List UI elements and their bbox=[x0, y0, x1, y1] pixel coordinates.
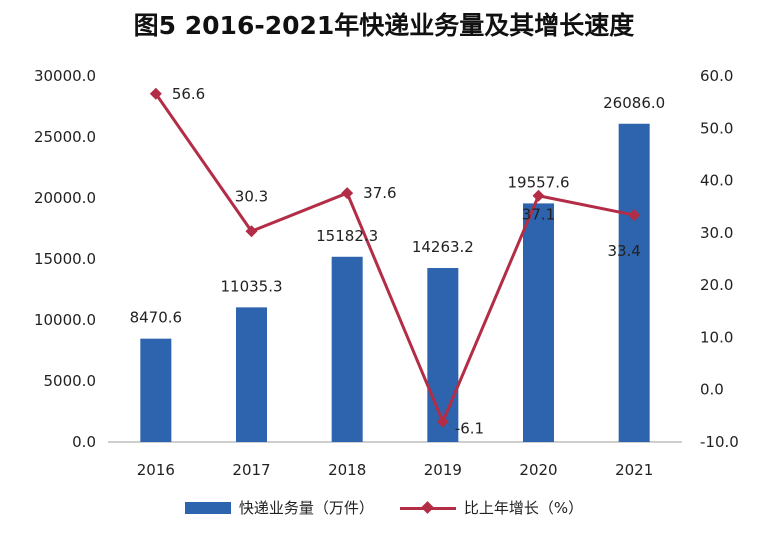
y-left-tick-label: 10000.0 bbox=[34, 311, 96, 329]
legend: 快递业务量（万件） 比上年增长（%） bbox=[0, 497, 768, 518]
chart-title: 图5 2016-2021年快递业务量及其增长速度 bbox=[133, 11, 635, 40]
line-data-label: -6.1 bbox=[455, 420, 484, 438]
y-right-tick-label: 60.0 bbox=[700, 67, 733, 85]
bar bbox=[523, 203, 554, 442]
bar bbox=[331, 256, 363, 442]
line-marker bbox=[341, 187, 354, 200]
bar-data-label: 11035.3 bbox=[220, 277, 282, 295]
bar-data-label: 19557.6 bbox=[507, 173, 569, 191]
bar-data-label: 26086.0 bbox=[603, 94, 665, 112]
legend-line-label: 比上年增长（%） bbox=[463, 499, 584, 517]
line-marker bbox=[628, 209, 641, 222]
y-right-tick-label: 30.0 bbox=[700, 224, 733, 242]
legend-bar-swatch bbox=[184, 501, 231, 514]
x-tick-label: 2017 bbox=[232, 461, 270, 479]
y-left-tick-label: 30000.0 bbox=[34, 67, 96, 85]
legend-item-line: 比上年增长（%） bbox=[399, 497, 584, 518]
line-marker bbox=[532, 189, 545, 202]
x-tick-label: 2018 bbox=[328, 461, 366, 479]
line-marker bbox=[245, 225, 258, 238]
legend-line-swatch bbox=[399, 501, 456, 515]
line-marker bbox=[149, 87, 162, 100]
y-right-tick-label: 20.0 bbox=[700, 276, 733, 294]
line-data-label: 37.1 bbox=[522, 206, 555, 224]
y-right-tick-label: 40.0 bbox=[700, 172, 733, 190]
bar bbox=[140, 338, 172, 442]
y-right-tick-label: -10.0 bbox=[700, 433, 739, 451]
y-left-tick-label: 25000.0 bbox=[34, 128, 96, 146]
y-left-tick-label: 5000.0 bbox=[44, 372, 97, 390]
line-data-label: 30.3 bbox=[235, 187, 268, 205]
y-right-tick-label: 10.0 bbox=[700, 328, 733, 346]
y-left-tick-label: 20000.0 bbox=[34, 189, 96, 207]
y-left-tick-label: 15000.0 bbox=[34, 250, 96, 268]
bar-data-label: 8470.6 bbox=[130, 309, 183, 327]
y-right-tick-label: 50.0 bbox=[700, 119, 733, 137]
bar bbox=[427, 267, 459, 442]
legend-bar-label: 快递业务量（万件） bbox=[238, 499, 374, 517]
y-right-tick-label: 0.0 bbox=[700, 381, 724, 399]
legend-item-bar: 快递业务量（万件） bbox=[184, 497, 374, 518]
line-data-label: 37.6 bbox=[363, 184, 396, 202]
bar bbox=[236, 307, 267, 442]
x-tick-label: 2016 bbox=[137, 461, 175, 479]
bar bbox=[618, 123, 650, 443]
bar-data-label: 15182.3 bbox=[316, 227, 378, 245]
line-data-label: 33.4 bbox=[607, 242, 640, 260]
growth-line bbox=[154, 92, 635, 426]
x-tick-label: 2020 bbox=[519, 461, 557, 479]
line-marker bbox=[436, 415, 449, 428]
y-left-tick-label: 0.0 bbox=[72, 433, 96, 451]
bar-data-label: 14263.2 bbox=[412, 238, 474, 256]
x-tick-label: 2021 bbox=[615, 461, 653, 479]
x-tick-label: 2019 bbox=[424, 461, 462, 479]
line-data-label: 56.6 bbox=[172, 85, 205, 103]
